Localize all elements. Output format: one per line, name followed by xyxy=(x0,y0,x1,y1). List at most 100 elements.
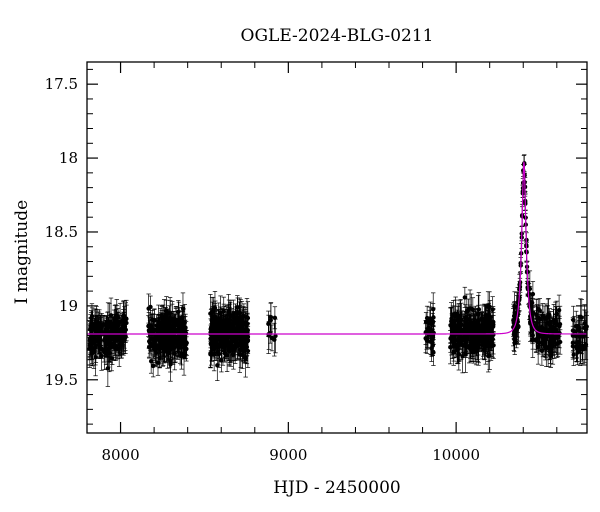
data-point xyxy=(95,326,101,331)
data-point xyxy=(221,320,227,326)
data-point xyxy=(208,332,213,337)
data-point xyxy=(556,307,562,313)
data-point xyxy=(451,336,457,342)
data-point xyxy=(470,334,476,339)
data-point xyxy=(208,350,213,356)
data-point xyxy=(108,313,114,318)
data-point xyxy=(179,351,184,356)
data-point xyxy=(575,350,580,355)
data-point xyxy=(455,347,460,352)
data-point xyxy=(557,339,563,345)
x-tick-label: 9000 xyxy=(269,446,307,464)
data-point xyxy=(103,337,108,343)
data-point xyxy=(114,313,119,318)
data-point xyxy=(457,340,462,346)
data-point xyxy=(475,340,481,345)
data-point xyxy=(178,331,184,336)
data-point xyxy=(122,324,128,329)
data-point xyxy=(235,323,241,329)
data-point xyxy=(91,349,97,355)
data-point xyxy=(541,315,547,320)
data-point xyxy=(210,325,216,331)
data-point xyxy=(93,354,98,360)
data-point xyxy=(537,308,543,313)
data-point xyxy=(164,308,169,314)
y-tick-label: 19 xyxy=(59,297,78,315)
data-point xyxy=(91,327,96,332)
data-point xyxy=(146,306,151,311)
chart-title: OGLE-2024-BLG-0211 xyxy=(241,26,434,46)
data-point xyxy=(152,339,158,345)
data-point xyxy=(226,342,231,347)
data-point xyxy=(171,323,177,328)
y-tick-label: 18.5 xyxy=(45,223,78,241)
data-point xyxy=(89,320,94,326)
data-point xyxy=(571,329,577,334)
model-curve-layer xyxy=(87,160,587,335)
data-point xyxy=(423,319,429,325)
data-point xyxy=(176,334,181,339)
data-point xyxy=(515,325,521,330)
data-point xyxy=(170,318,175,324)
data-point xyxy=(147,340,153,346)
data-point xyxy=(163,329,169,334)
data-point xyxy=(183,342,188,347)
y-tick-label: 17.5 xyxy=(45,75,78,93)
data-point xyxy=(273,333,278,339)
data-point xyxy=(534,316,540,321)
data-point xyxy=(430,321,435,326)
data-point xyxy=(487,314,493,320)
data-point xyxy=(228,348,234,353)
data-point xyxy=(571,352,576,357)
data-point xyxy=(228,312,233,318)
data-point xyxy=(430,335,436,340)
data-point xyxy=(541,336,546,342)
data-point xyxy=(150,327,156,332)
data-point xyxy=(157,325,162,331)
data-point xyxy=(527,286,533,292)
data-point xyxy=(157,355,162,360)
data-point xyxy=(99,353,104,359)
data-point xyxy=(232,347,237,352)
data-point xyxy=(530,291,536,297)
data-point xyxy=(156,345,161,350)
data-point xyxy=(112,328,117,334)
data-point xyxy=(99,346,105,352)
data-point xyxy=(148,358,154,364)
data-point xyxy=(553,317,558,323)
data-point xyxy=(545,314,551,319)
data-points-layer xyxy=(87,154,589,387)
data-point xyxy=(467,330,472,336)
x-tick-label: 8000 xyxy=(101,446,139,464)
data-point xyxy=(227,321,232,326)
data-point xyxy=(240,352,245,358)
data-point xyxy=(424,338,430,343)
data-point xyxy=(471,320,477,325)
data-point xyxy=(479,316,485,322)
data-point xyxy=(159,313,165,318)
data-point xyxy=(453,324,458,329)
data-point xyxy=(209,345,215,351)
data-point xyxy=(511,318,516,323)
data-point xyxy=(473,346,479,352)
data-point xyxy=(577,332,583,338)
data-point xyxy=(222,344,227,350)
data-point xyxy=(545,345,551,350)
data-point xyxy=(239,336,245,342)
data-point xyxy=(235,305,240,310)
data-point xyxy=(582,321,588,326)
data-point xyxy=(428,316,433,322)
data-point xyxy=(455,318,461,323)
data-point xyxy=(553,329,559,334)
data-point xyxy=(173,341,178,346)
data-point xyxy=(473,324,479,330)
data-point xyxy=(574,323,579,329)
data-point xyxy=(87,343,93,348)
x-tick-label: 10000 xyxy=(432,446,480,464)
data-point xyxy=(113,337,119,342)
data-point xyxy=(219,358,224,363)
data-point xyxy=(159,337,164,343)
data-point xyxy=(448,323,453,328)
data-point xyxy=(147,327,153,332)
